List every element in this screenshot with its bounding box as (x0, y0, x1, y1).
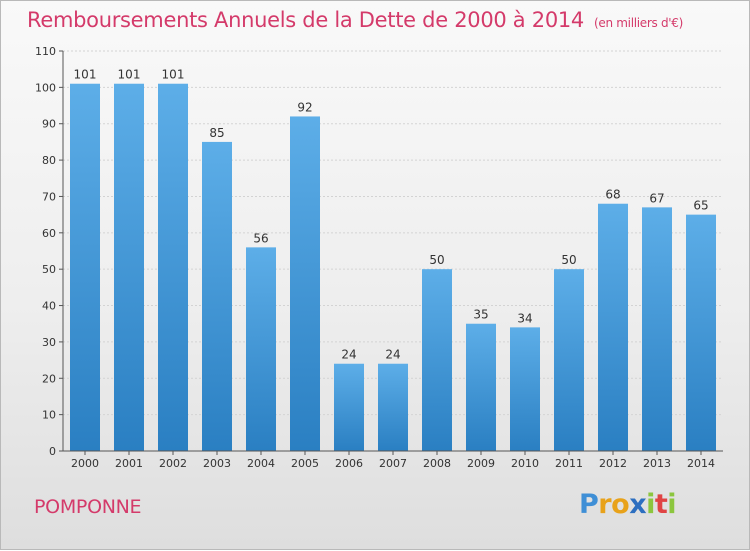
data-label: 101 (162, 68, 185, 82)
bar (378, 363, 408, 451)
x-tick-label: 2005 (291, 457, 319, 470)
bar (334, 363, 364, 451)
y-tick-label: 110 (35, 45, 56, 58)
y-tick-label: 60 (42, 227, 56, 240)
data-label: 92 (297, 100, 312, 114)
x-tick-label: 2004 (247, 457, 275, 470)
data-label: 85 (209, 126, 224, 140)
data-label: 24 (341, 348, 356, 362)
data-label: 101 (74, 68, 97, 82)
title-text: Remboursements Annuels de la Dette de 20… (27, 8, 584, 32)
bar (202, 141, 232, 451)
bar (114, 83, 144, 452)
y-tick-label: 40 (42, 300, 56, 313)
data-label: 67 (649, 191, 664, 205)
x-tick-label: 2008 (423, 457, 451, 470)
x-tick-label: 2000 (71, 457, 99, 470)
bar (158, 83, 188, 452)
x-tick-label: 2013 (643, 457, 671, 470)
x-tick-label: 2009 (467, 457, 495, 470)
bar (554, 269, 584, 451)
bar (290, 116, 320, 452)
x-tick-label: 2007 (379, 457, 407, 470)
y-tick-label: 30 (42, 336, 56, 349)
x-tick-label: 2012 (599, 457, 627, 470)
x-tick-label: 2006 (335, 457, 363, 470)
data-label: 101 (118, 68, 141, 82)
y-tick-label: 50 (42, 263, 56, 276)
x-tick-label: 2002 (159, 457, 187, 470)
bar (246, 247, 276, 451)
x-tick-label: 2011 (555, 457, 583, 470)
data-label: 65 (693, 199, 708, 213)
y-tick-label: 90 (42, 118, 56, 131)
bar (686, 214, 716, 451)
x-tick-label: 2003 (203, 457, 231, 470)
x-tick-label: 2014 (687, 457, 715, 470)
data-label: 34 (517, 311, 532, 325)
axes (62, 51, 723, 455)
y-tick-label: 70 (42, 190, 56, 203)
y-tick-label: 80 (42, 154, 56, 167)
data-label: 68 (605, 188, 620, 202)
x-tick-label: 2010 (511, 457, 539, 470)
bars (70, 83, 716, 452)
y-tick-label: 10 (42, 409, 56, 422)
data-label: 50 (561, 253, 576, 267)
data-label: 56 (253, 231, 268, 245)
bar (70, 83, 100, 452)
commune-name: POMPONNE (34, 496, 142, 518)
data-label: 24 (385, 348, 400, 362)
bar (510, 327, 540, 451)
data-label: 35 (473, 308, 488, 322)
bar (598, 203, 628, 451)
data-labels: 101 101 101 85 56 92 24 24 50 35 34 50 68 67 65 (74, 68, 709, 362)
y-tick-label: 20 (42, 372, 56, 385)
y-tick-label: 0 (49, 445, 56, 458)
x-tick-labels: 2000 2001 2002 2003 2004 2005 2006 2007 2008 2009… (71, 457, 715, 470)
y-tick-label: 100 (35, 81, 56, 94)
x-tick-label: 2001 (115, 457, 143, 470)
bar (642, 207, 672, 451)
data-label: 50 (429, 253, 444, 267)
bar (466, 323, 496, 451)
y-tick-labels: 0 10 20 30 40 50 60 70 80 90 100 110 (35, 45, 56, 458)
chart-title: Remboursements Annuels de la Dette de 20… (27, 8, 683, 32)
title-unit: (en milliers d'€) (594, 16, 684, 30)
bar (422, 269, 452, 451)
proxiti-logo: Proxiti (579, 489, 677, 520)
